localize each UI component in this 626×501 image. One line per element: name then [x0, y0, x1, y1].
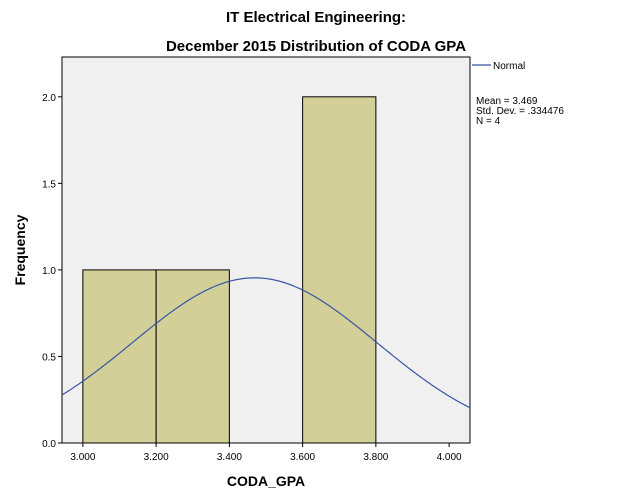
chart-title-line-2: December 2015 Distribution of CODA GPA	[166, 38, 466, 55]
x-tick-label: 3.400	[217, 452, 242, 463]
y-tick-label: 0.0	[42, 439, 56, 450]
stat-sd: Std. Dev. = .334476	[476, 106, 564, 117]
y-tick-label: 1.0	[42, 266, 56, 277]
legend: Normal	[472, 61, 525, 72]
histogram-bar	[302, 96, 377, 444]
x-tick-label: 3.000	[70, 452, 95, 463]
chart-title-line-1: IT Electrical Engineering:	[226, 9, 406, 26]
y-tick-label: 2.0	[42, 93, 56, 104]
histogram-bar	[82, 269, 157, 444]
x-axis-label: CODA_GPA	[227, 473, 305, 489]
y-tick-label: 0.5	[42, 352, 56, 363]
x-tick-label: 3.800	[363, 452, 388, 463]
x-tick-label: 3.600	[290, 452, 315, 463]
legend-normal-label: Normal	[493, 61, 525, 72]
y-axis-label: Frequency	[12, 214, 28, 285]
normal-curve	[61, 277, 471, 409]
x-tick-label: 3.200	[144, 452, 169, 463]
x-tick-label: 4.000	[437, 452, 462, 463]
histogram-bar	[155, 269, 230, 444]
stat-n: N = 4	[476, 116, 501, 127]
stat-mean: Mean = 3.469	[476, 96, 538, 107]
y-tick-label: 1.5	[42, 179, 56, 190]
